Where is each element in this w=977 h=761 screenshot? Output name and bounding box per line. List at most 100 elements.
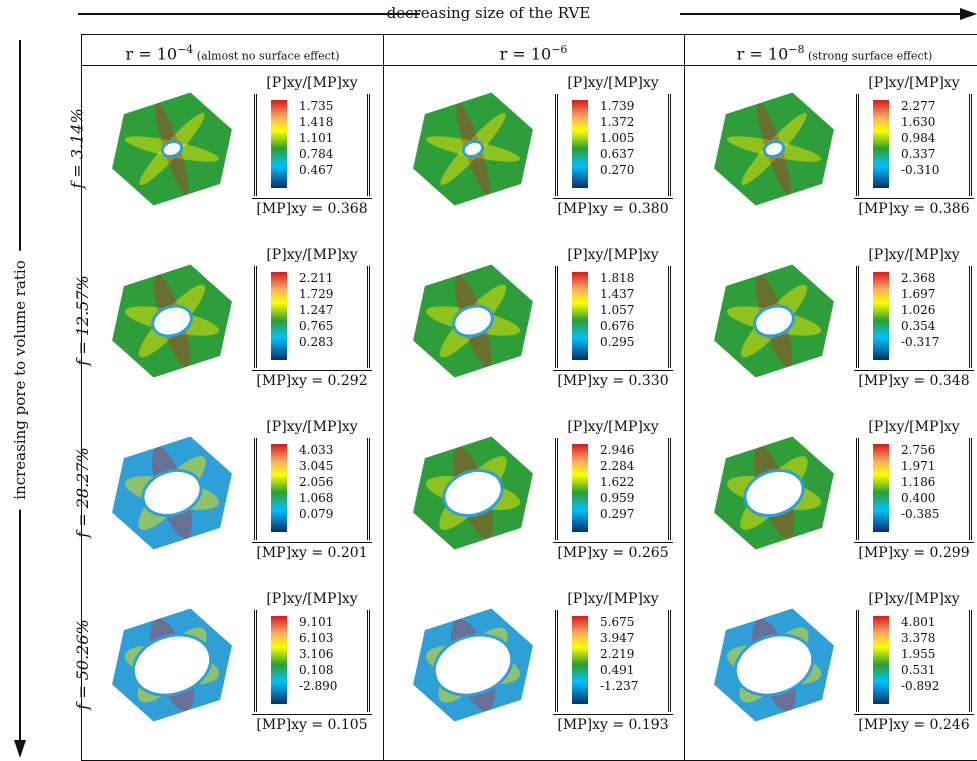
legend-box: 1.818 1.437 1.057 0.676 0.295 — [555, 266, 671, 368]
macro-reference: [MP]xy = 0.292 — [252, 370, 372, 389]
color-bar — [873, 100, 889, 188]
macro-reference-label: [MP]xy = — [858, 201, 930, 217]
legend-values: 1.818 1.437 1.057 0.676 0.295 — [600, 270, 634, 350]
result-cell: [P]xy/[MP]xy 5.675 3.947 2.219 0.491 -1.237 [M… — [383, 585, 684, 757]
legend-value: 0.491 — [600, 663, 635, 677]
macro-reference-label: [MP]xy = — [256, 201, 328, 217]
legend-value: 1.418 — [299, 115, 334, 129]
legend-value: 2.946 — [600, 443, 635, 457]
result-cell: [P]xy/[MP]xy 2.277 1.630 0.984 0.337 -0.310 [M… — [684, 69, 977, 241]
legend-value: 0.354 — [901, 319, 936, 333]
color-legend: [P]xy/[MP]xy 1.739 1.372 1.005 0.637 0.270 [MP… — [553, 75, 673, 217]
legend-values: 2.756 1.971 1.186 0.400 -0.385 — [901, 442, 939, 522]
legend-value: 0.676 — [600, 319, 635, 333]
macro-reference-label: [MP]xy = — [256, 545, 328, 561]
top-axis-label: decreasing size of the RVE — [386, 4, 591, 22]
legend-value: 2.211 — [299, 271, 334, 285]
result-cell: [P]xy/[MP]xy 1.739 1.372 1.005 0.637 0.270 [MP… — [383, 69, 684, 241]
macro-reference: [MP]xy = 0.193 — [553, 714, 673, 733]
legend-value: 0.765 — [299, 319, 334, 333]
column-header-exponent: −6 — [551, 43, 568, 56]
legend-value: 0.400 — [901, 491, 936, 505]
column-header: r = 10−6 — [383, 35, 684, 65]
legend-value: 1.735 — [299, 99, 334, 113]
macro-reference: [MP]xy = 0.348 — [854, 370, 974, 389]
header-divider — [82, 65, 977, 66]
legend-title: [P]xy/[MP]xy — [266, 419, 358, 435]
pore — [762, 140, 786, 158]
legend-values: 2.211 1.729 1.247 0.765 0.283 — [299, 270, 333, 350]
legend-value: -0.385 — [901, 507, 940, 521]
color-legend: [P]xy/[MP]xy 4.033 3.045 2.056 1.068 0.079 [MP… — [252, 419, 372, 561]
rve-stress-field — [112, 264, 232, 378]
legend-value: 1.026 — [901, 303, 936, 317]
legend-value: 1.955 — [901, 647, 936, 661]
macro-reference-label: [MP]xy = — [858, 373, 930, 389]
result-cell: [P]xy/[MP]xy 2.368 1.697 1.026 0.354 -0.317 [M… — [684, 241, 977, 413]
legend-values: 1.739 1.372 1.005 0.637 0.270 — [600, 98, 634, 178]
legend-value: 3.378 — [901, 631, 936, 645]
legend-value: 2.756 — [901, 443, 936, 457]
color-legend: [P]xy/[MP]xy 4.801 3.378 1.955 0.531 -0.892 [M… — [854, 591, 974, 733]
row-header: f = 3.14% — [37, 108, 87, 188]
legend-value: 0.984 — [901, 131, 936, 145]
legend-value: 0.270 — [600, 163, 635, 177]
legend-box: 2.946 2.284 1.622 0.959 0.297 — [555, 438, 671, 540]
macro-reference: [MP]xy = 0.299 — [854, 542, 974, 561]
column-header-exponent: −8 — [788, 43, 805, 56]
legend-value: 0.283 — [299, 335, 334, 349]
color-bar — [271, 444, 287, 532]
color-legend: [P]xy/[MP]xy 2.368 1.697 1.026 0.354 -0.317 [M… — [854, 247, 974, 389]
macro-reference-label: [MP]xy = — [557, 717, 629, 733]
legend-value: 5.675 — [600, 615, 635, 629]
legend-value: 1.372 — [600, 115, 635, 129]
legend-value: -0.310 — [901, 163, 940, 177]
legend-value: 0.531 — [901, 663, 936, 677]
pore — [461, 140, 485, 158]
pore — [442, 469, 504, 517]
color-bar — [572, 444, 588, 532]
legend-box: 1.739 1.372 1.005 0.637 0.270 — [555, 94, 671, 196]
legend-value: 1.186 — [901, 475, 936, 489]
legend-value: 3.947 — [600, 631, 635, 645]
legend-value: 0.297 — [600, 507, 635, 521]
legend-value: 2.277 — [901, 99, 936, 113]
legend-box: 2.211 1.729 1.247 0.765 0.283 — [254, 266, 370, 368]
color-bar — [572, 100, 588, 188]
legend-title: [P]xy/[MP]xy — [567, 591, 659, 607]
legend-box: 2.277 1.630 0.984 0.337 -0.310 — [856, 94, 972, 196]
pore — [743, 469, 805, 517]
result-cell: [P]xy/[MP]xy 2.211 1.729 1.247 0.765 0.283 [MP… — [82, 241, 383, 413]
legend-value: -0.892 — [901, 679, 940, 693]
result-cell: [P]xy/[MP]xy 9.101 6.103 3.106 0.108 -2.890 [M… — [82, 585, 383, 757]
column-header-r: r = 10 — [125, 44, 178, 64]
legend-title: [P]xy/[MP]xy — [266, 75, 358, 91]
result-cell: [P]xy/[MP]xy 2.756 1.971 1.186 0.400 -0.385 [M… — [684, 413, 977, 585]
rve-stress-field — [413, 608, 533, 722]
macro-reference-value: 0.265 — [628, 545, 669, 561]
legend-value: 0.295 — [600, 335, 635, 349]
column-header-r: r = 10 — [499, 44, 552, 64]
rve-stress-field — [714, 608, 834, 722]
column-header-exponent: −4 — [177, 43, 194, 56]
legend-values: 9.101 6.103 3.106 0.108 -2.890 — [299, 614, 337, 694]
legend-value: 4.033 — [299, 443, 334, 457]
legend-value: 0.108 — [299, 663, 334, 677]
legend-values: 2.368 1.697 1.026 0.354 -0.317 — [901, 270, 939, 350]
legend-value: 1.697 — [901, 287, 936, 301]
legend-value: -2.890 — [299, 679, 338, 693]
column-divider — [684, 35, 685, 760]
macro-reference-label: [MP]xy = — [858, 545, 930, 561]
color-bar — [572, 272, 588, 360]
macro-reference-label: [MP]xy = — [557, 545, 629, 561]
rve-stress-field — [112, 436, 232, 550]
color-bar — [271, 272, 287, 360]
column-header-note: (strong surface effect) — [804, 49, 933, 63]
pore — [432, 633, 514, 697]
legend-title: [P]xy/[MP]xy — [868, 247, 960, 263]
legend-value: 1.622 — [600, 475, 635, 489]
result-cell: [P]xy/[MP]xy 4.033 3.045 2.056 1.068 0.079 [MP… — [82, 413, 383, 585]
legend-value: 2.284 — [600, 459, 635, 473]
legend-box: 1.735 1.418 1.101 0.784 0.467 — [254, 94, 370, 196]
pore — [141, 469, 203, 517]
